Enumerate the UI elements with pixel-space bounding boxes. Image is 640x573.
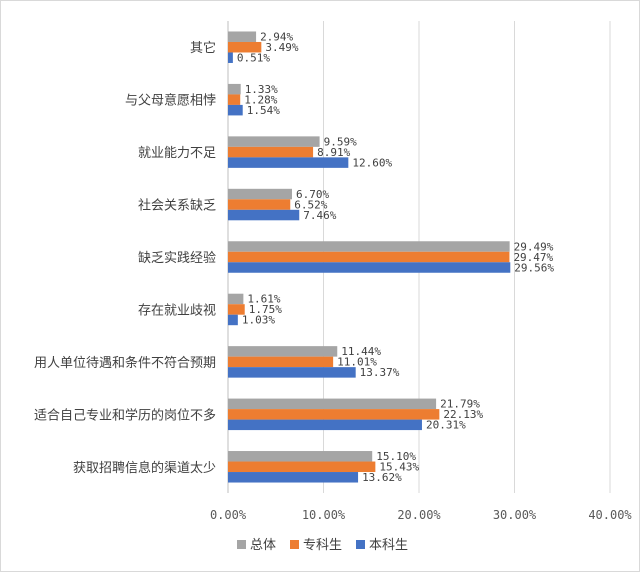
bar xyxy=(228,356,334,368)
data-label: 6.52% xyxy=(294,198,327,211)
category-label: 其它 xyxy=(190,40,216,56)
legend-label: 总体 xyxy=(250,538,276,553)
x-tick-label: 40.00% xyxy=(588,508,632,522)
bar xyxy=(228,241,510,252)
data-label: 3.49% xyxy=(265,41,298,54)
data-label: 7.46% xyxy=(303,209,336,222)
data-label: 2.94% xyxy=(260,30,293,43)
legend-label: 本科生 xyxy=(369,538,408,553)
data-label: 29.56% xyxy=(514,261,554,274)
bar xyxy=(228,398,437,410)
legend-label: 专科生 xyxy=(303,538,342,553)
data-label: 15.10% xyxy=(376,450,416,463)
x-tick-label: 30.00% xyxy=(493,508,537,522)
bar xyxy=(228,419,422,431)
category-label: 获取招聘信息的渠道太少 xyxy=(73,460,216,476)
data-label: 1.28% xyxy=(244,93,277,106)
legend-swatch xyxy=(356,540,365,549)
x-tick-label: 10.00% xyxy=(302,508,346,522)
data-label: 11.44% xyxy=(341,345,381,358)
category-label: 存在就业歧视 xyxy=(138,303,216,318)
x-tick-label: 20.00% xyxy=(397,508,441,522)
legend-swatch xyxy=(237,540,246,549)
data-label: 13.62% xyxy=(362,471,402,484)
data-label: 29.49% xyxy=(514,240,554,253)
data-label: 20.31% xyxy=(426,419,466,432)
bar xyxy=(228,209,300,221)
data-label: 22.13% xyxy=(443,408,483,421)
bar xyxy=(228,346,338,357)
data-label: 21.79% xyxy=(440,398,480,411)
data-label: 1.03% xyxy=(242,314,275,327)
bar xyxy=(228,199,291,210)
bar xyxy=(228,461,376,473)
data-label: 1.33% xyxy=(245,83,278,96)
bar xyxy=(228,136,320,147)
bar xyxy=(228,188,292,200)
category-label: 用人单位待遇和条件不符合预期 xyxy=(34,355,216,371)
bar xyxy=(228,472,359,483)
data-label: 12.60% xyxy=(352,156,392,169)
bar xyxy=(228,293,244,305)
bar xyxy=(228,41,262,53)
bar xyxy=(228,367,356,378)
data-label: 0.51% xyxy=(237,51,270,64)
data-label: 1.75% xyxy=(249,303,282,316)
data-label: 1.54% xyxy=(247,104,280,117)
bar xyxy=(228,304,245,315)
bar xyxy=(228,262,511,273)
bar xyxy=(228,451,373,462)
data-label: 13.37% xyxy=(360,366,400,379)
bar xyxy=(228,31,257,42)
legend-swatch xyxy=(290,540,299,549)
data-label: 1.61% xyxy=(247,293,280,306)
category-label: 适合自己专业和学历的岗位不多 xyxy=(34,407,216,423)
data-label: 9.59% xyxy=(324,135,357,148)
x-tick-label: 0.00% xyxy=(210,508,247,522)
data-label: 6.70% xyxy=(296,188,329,201)
category-label: 与父母意愿相悖 xyxy=(125,93,216,109)
bar xyxy=(228,146,314,158)
data-label: 15.43% xyxy=(379,461,419,474)
data-label: 8.91% xyxy=(317,146,350,159)
data-label: 11.01% xyxy=(337,356,377,369)
bar xyxy=(228,104,243,116)
category-label: 社会关系缺乏 xyxy=(138,198,216,214)
bar xyxy=(228,52,233,63)
data-label: 29.47% xyxy=(513,251,553,264)
bar xyxy=(228,94,241,105)
bar xyxy=(228,314,238,326)
bar xyxy=(228,409,440,420)
bar xyxy=(228,251,510,263)
category-label: 就业能力不足 xyxy=(138,146,216,161)
category-label: 缺乏实践经验 xyxy=(138,250,216,266)
bar xyxy=(228,157,349,168)
bar xyxy=(228,83,241,95)
